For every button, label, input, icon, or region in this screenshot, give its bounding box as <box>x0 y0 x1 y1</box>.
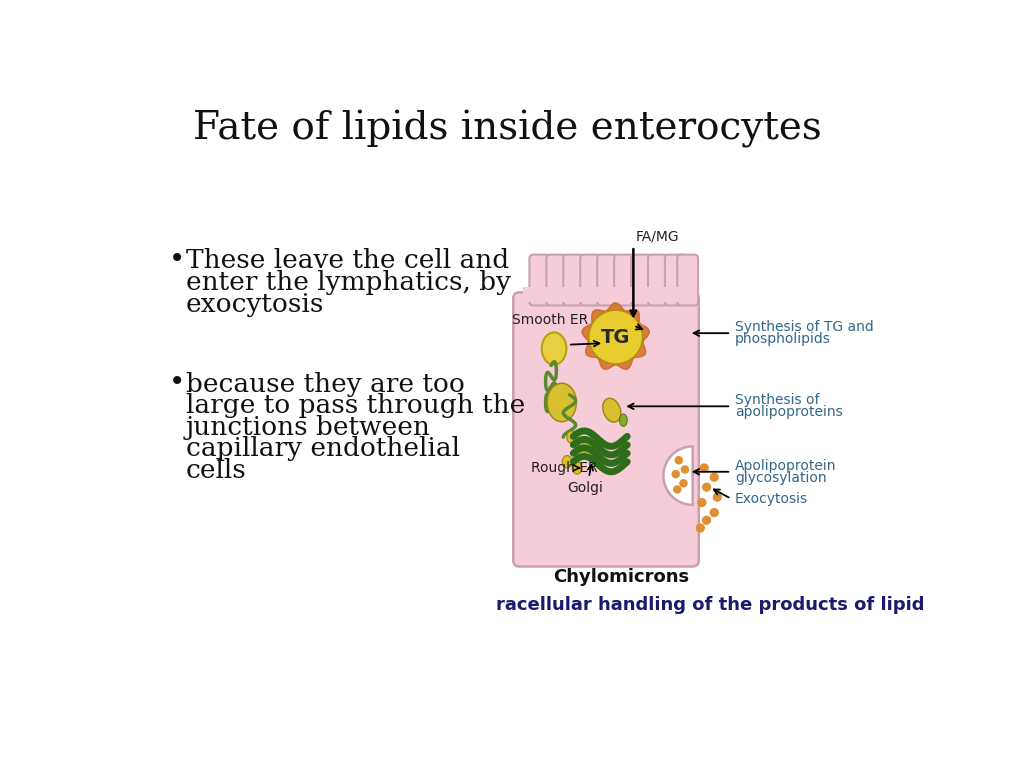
Text: Golgi: Golgi <box>567 481 603 495</box>
Text: because they are too: because they are too <box>186 372 465 396</box>
Text: These leave the cell and: These leave the cell and <box>186 249 509 273</box>
FancyBboxPatch shape <box>677 255 698 306</box>
FancyBboxPatch shape <box>614 255 635 306</box>
Ellipse shape <box>566 431 577 443</box>
Text: TG: TG <box>601 327 631 346</box>
Text: Rough ER: Rough ER <box>531 461 598 475</box>
Wedge shape <box>664 446 692 505</box>
Text: apolipoproteins: apolipoproteins <box>735 406 843 419</box>
FancyBboxPatch shape <box>648 255 669 306</box>
Text: exocytosis: exocytosis <box>186 292 325 316</box>
Text: •: • <box>169 245 185 273</box>
FancyBboxPatch shape <box>529 255 550 306</box>
Bar <box>523 287 689 303</box>
Text: Apolipoprotein: Apolipoprotein <box>735 458 837 472</box>
Text: enter the lymphatics, by: enter the lymphatics, by <box>186 270 511 295</box>
Text: •: • <box>169 368 185 396</box>
Ellipse shape <box>547 383 577 422</box>
Circle shape <box>675 456 683 465</box>
Text: cells: cells <box>186 458 247 483</box>
Ellipse shape <box>562 455 572 468</box>
Text: Smooth ER: Smooth ER <box>512 313 589 327</box>
Text: Chylomicrons: Chylomicrons <box>553 568 689 586</box>
Text: racellular handling of the products of lipid: racellular handling of the products of l… <box>497 596 925 614</box>
Ellipse shape <box>572 462 583 474</box>
Text: Synthesis of TG and: Synthesis of TG and <box>735 320 873 334</box>
FancyBboxPatch shape <box>547 255 567 306</box>
Circle shape <box>710 472 719 482</box>
FancyBboxPatch shape <box>513 293 698 567</box>
FancyBboxPatch shape <box>665 255 686 306</box>
Circle shape <box>697 498 707 507</box>
Text: junctions between: junctions between <box>186 415 431 440</box>
Text: FA/MG: FA/MG <box>636 229 679 243</box>
Ellipse shape <box>620 414 628 426</box>
Circle shape <box>713 492 722 502</box>
Ellipse shape <box>584 439 594 451</box>
Circle shape <box>679 479 688 488</box>
Text: large to pass through the: large to pass through the <box>186 393 525 419</box>
Ellipse shape <box>603 399 621 422</box>
Text: Exocytosis: Exocytosis <box>735 492 808 505</box>
Text: phospholipids: phospholipids <box>735 333 830 346</box>
Circle shape <box>701 482 711 492</box>
Circle shape <box>695 523 705 532</box>
Circle shape <box>672 470 680 478</box>
Circle shape <box>699 463 709 472</box>
Text: Fate of lipids inside enterocytes: Fate of lipids inside enterocytes <box>194 110 822 148</box>
FancyBboxPatch shape <box>597 255 617 306</box>
Ellipse shape <box>577 445 586 457</box>
FancyBboxPatch shape <box>631 255 652 306</box>
Circle shape <box>701 515 711 525</box>
Ellipse shape <box>542 333 566 365</box>
FancyBboxPatch shape <box>581 255 601 306</box>
Circle shape <box>673 485 682 494</box>
Circle shape <box>710 508 719 517</box>
Polygon shape <box>583 303 649 369</box>
Text: glycosylation: glycosylation <box>735 471 826 485</box>
Text: capillary endothelial: capillary endothelial <box>186 436 460 462</box>
FancyBboxPatch shape <box>563 255 584 306</box>
Text: Synthesis of: Synthesis of <box>735 393 819 407</box>
Circle shape <box>589 310 643 364</box>
Circle shape <box>681 465 689 474</box>
